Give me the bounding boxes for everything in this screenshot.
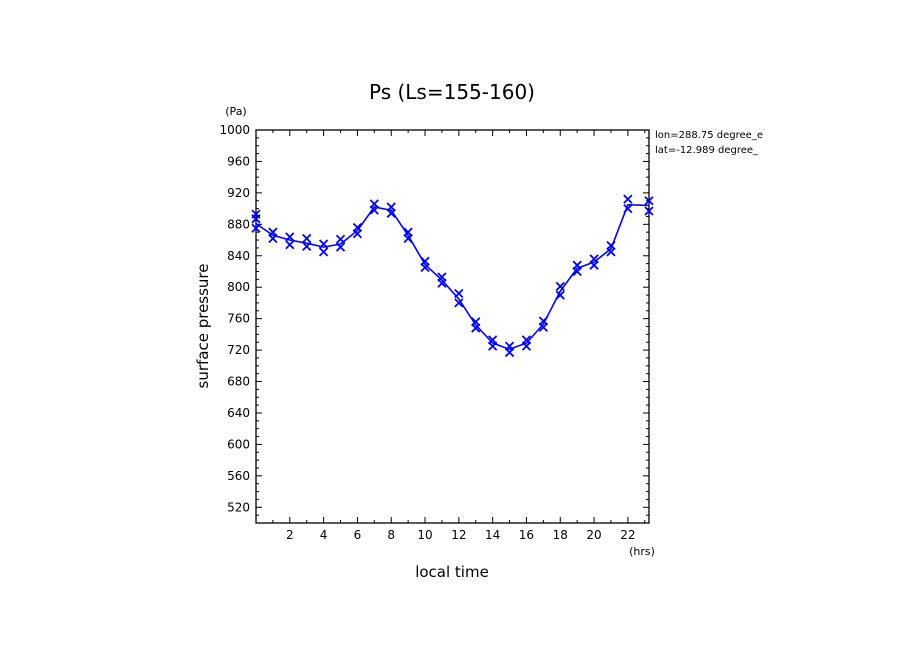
- data-point-marker: [471, 317, 481, 327]
- x-tick-label: 2: [286, 528, 294, 542]
- data-point-marker: [454, 288, 464, 299]
- y-tick-label: 680: [227, 375, 250, 389]
- annotation-lon: lon=288.75 degree_e: [655, 130, 763, 141]
- data-point-marker: [644, 206, 654, 216]
- chart-title: Ps (Ls=155-160): [369, 80, 535, 104]
- data-point-marker: [437, 272, 447, 282]
- y-tick-label: 880: [227, 217, 250, 231]
- plot-frame: [255, 129, 650, 524]
- x-tick-label: 4: [320, 528, 328, 542]
- data-point-marker: [538, 316, 548, 326]
- y-tick-label: 960: [227, 154, 250, 168]
- y-tick-label: 560: [227, 469, 250, 483]
- data-point-marker: [302, 233, 312, 244]
- y-tick-label: 640: [227, 406, 250, 420]
- data-point-marker: [504, 341, 515, 351]
- x-tick-label: 10: [417, 528, 432, 542]
- y-unit-label: (Pa): [225, 105, 246, 118]
- series-line: [255, 203, 650, 351]
- data-point-marker: [623, 203, 633, 214]
- data-point-marker: [386, 202, 396, 212]
- y-tick-label: 600: [227, 437, 250, 451]
- x-tick-label: 14: [485, 528, 500, 542]
- data-point-marker: [302, 241, 312, 251]
- data-point-marker: [454, 298, 464, 308]
- data-point-marker: [352, 222, 363, 233]
- x-axis-label: local time: [415, 563, 489, 581]
- data-point-marker: [623, 194, 633, 204]
- data-point-marker: [555, 281, 565, 292]
- data-point-marker: [403, 227, 413, 237]
- data-point-marker: [335, 234, 346, 244]
- data-point-marker: [606, 240, 616, 251]
- data-point-marker: [589, 254, 599, 264]
- data-point-marker: [285, 232, 295, 242]
- x-tick-label: 12: [451, 528, 466, 542]
- y-tick-label: 800: [227, 280, 250, 294]
- x-tick-label: 20: [586, 528, 601, 542]
- data-point-marker: [488, 335, 498, 345]
- x-unit-label: (hrs): [629, 545, 655, 558]
- x-tick-label: 16: [519, 528, 534, 542]
- x-tick-label: 22: [620, 528, 635, 542]
- data-point-marker: [268, 227, 278, 237]
- y-tick-label: 1000: [219, 123, 250, 137]
- y-tick-label: 760: [227, 312, 250, 326]
- y-tick-label: 920: [227, 186, 250, 200]
- y-axis-label: surface pressure: [194, 264, 212, 389]
- data-point-marker: [644, 196, 654, 206]
- y-tick-label: 520: [227, 500, 250, 514]
- data-point-marker: [369, 199, 379, 209]
- data-layer: [251, 194, 654, 358]
- x-tick-label: 8: [387, 528, 395, 542]
- data-point-marker: [555, 290, 565, 300]
- x-tick-label: 6: [354, 528, 362, 542]
- data-point-marker: [521, 335, 532, 345]
- data-point-marker: [251, 223, 261, 233]
- data-point-marker: [420, 256, 430, 266]
- y-tick-label: 720: [227, 343, 250, 357]
- data-point-marker: [285, 240, 295, 250]
- annotation-lat: lat=-12.989 degree_: [655, 145, 759, 156]
- data-point-marker: [318, 247, 329, 257]
- x-tick-label: 18: [553, 528, 568, 542]
- data-point-marker: [335, 242, 346, 252]
- data-point-marker: [318, 239, 329, 249]
- data-point-marker: [572, 260, 582, 270]
- ticks-layer: 520 560 600 640 680 720 760 800 840 880 920 960 1000…: [219, 123, 649, 542]
- y-tick-label: 840: [227, 249, 250, 263]
- data-point-marker: [251, 209, 261, 219]
